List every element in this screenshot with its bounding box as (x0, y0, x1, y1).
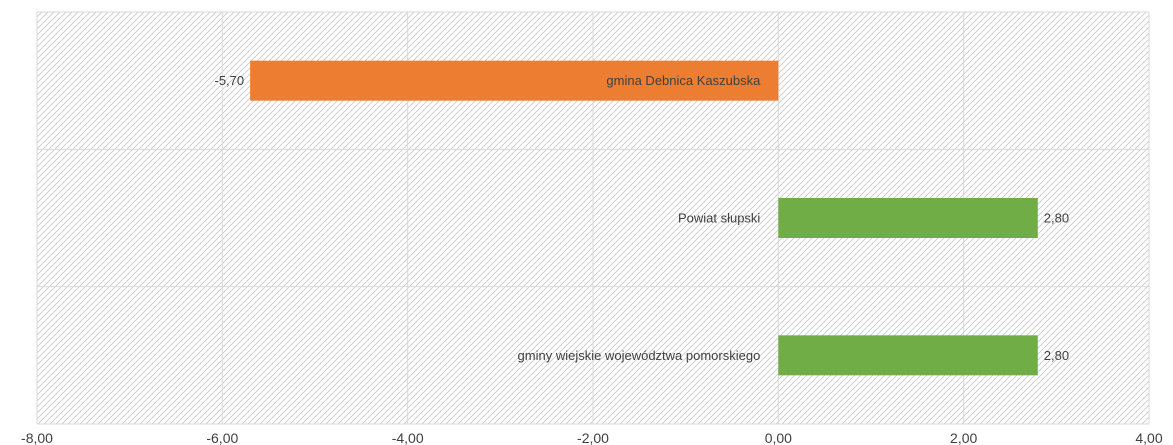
data-label: -5,70 (214, 73, 244, 88)
x-tick-label: -2,00 (577, 430, 609, 445)
bar (778, 198, 1038, 238)
data-label: 2,80 (1044, 348, 1069, 363)
x-tick-label: -4,00 (392, 430, 424, 445)
bars: gmina Debnica Kaszubska -5,70 Powiat słups… (214, 60, 1069, 376)
bar (778, 335, 1038, 376)
category-label: Powiat słupski (678, 211, 760, 226)
x-tick-label: -6,00 (206, 430, 238, 445)
x-tick-label: 4,00 (1135, 430, 1162, 445)
x-tick-label: 2,00 (950, 430, 977, 445)
data-label: 2,80 (1044, 211, 1069, 226)
category-label: gmina Debnica Kaszubska (606, 73, 761, 88)
x-tick-label: 0,00 (765, 430, 792, 445)
bar (250, 60, 779, 101)
category-label: gminy wiejskie województwa pomorskiego (518, 348, 761, 363)
x-tick-label: -8,00 (21, 430, 53, 445)
x-axis-ticks: -8,00 -6,00 -4,00 -2,00 0,00 2,00 4,00 (21, 430, 1163, 445)
